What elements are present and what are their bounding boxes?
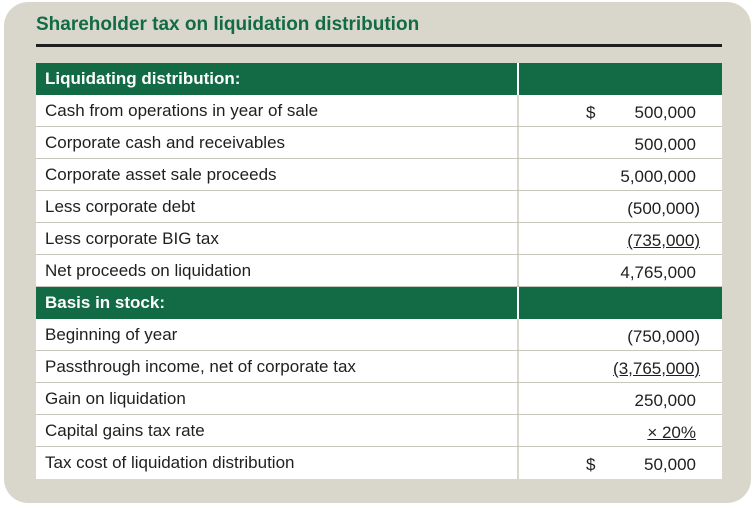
row-label: Passthrough income, net of corporate tax — [45, 357, 356, 376]
tax-table: Liquidating distribution: Cash from oper… — [36, 63, 722, 479]
column-divider — [517, 319, 519, 350]
row-label: Corporate cash and receivables — [45, 133, 286, 152]
row-label: Cash from operations in year of sale — [45, 101, 319, 120]
section-header-label: Liquidating distribution: — [45, 69, 241, 88]
table-row: Less corporate BIG tax (735,000) — [36, 223, 722, 255]
row-value: 5,000,000 — [620, 167, 696, 186]
row-value: (500,000) — [627, 199, 700, 218]
table-row: Corporate asset sale proceeds 5,000,000 — [36, 159, 722, 191]
section-header-basis-in-stock: Basis in stock: — [36, 287, 722, 319]
column-divider — [517, 287, 519, 319]
column-divider — [517, 159, 519, 190]
row-label: Less corporate debt — [45, 197, 196, 216]
currency-symbol: $ — [586, 103, 596, 122]
section-header-liquidating-distribution: Liquidating distribution: — [36, 63, 722, 95]
column-divider — [517, 383, 519, 414]
row-label: Beginning of year — [45, 325, 178, 344]
column-divider — [517, 223, 519, 254]
row-label: Less corporate BIG tax — [45, 229, 219, 248]
row-label: Tax cost of liquidation distribution — [45, 453, 295, 472]
section-header-label: Basis in stock: — [45, 293, 165, 312]
row-value: 500,000 — [634, 135, 696, 154]
row-label: Gain on liquidation — [45, 389, 186, 408]
table-row: Passthrough income, net of corporate tax… — [36, 351, 722, 383]
table-row: Cash from operations in year of sale $ 5… — [36, 95, 722, 127]
title-rule — [36, 44, 722, 47]
row-value: (3,765,000) — [613, 359, 700, 378]
column-divider — [517, 255, 519, 286]
column-divider — [517, 447, 519, 479]
column-divider — [517, 95, 519, 126]
row-label: Corporate asset sale proceeds — [45, 165, 277, 184]
table-row: Beginning of year (750,000) — [36, 319, 722, 351]
row-value: 50,000 — [644, 455, 696, 474]
row-value: 4,765,000 — [620, 263, 696, 282]
table-title: Shareholder tax on liquidation distribut… — [36, 14, 420, 35]
column-divider — [517, 191, 519, 222]
column-divider — [517, 63, 519, 95]
table-row: Net proceeds on liquidation 4,765,000 — [36, 255, 722, 287]
row-value: (735,000) — [627, 231, 700, 250]
row-value: 500,000 — [634, 103, 696, 122]
table-row: Tax cost of liquidation distribution $ 5… — [36, 447, 722, 479]
column-divider — [517, 127, 519, 158]
table-row: Less corporate debt (500,000) — [36, 191, 722, 223]
table-row: Corporate cash and receivables 500,000 — [36, 127, 722, 159]
row-label: Net proceeds on liquidation — [45, 261, 252, 280]
row-value: × 20% — [647, 423, 696, 442]
column-divider — [517, 351, 519, 382]
currency-symbol: $ — [586, 455, 596, 474]
table-row: Capital gains tax rate × 20% — [36, 415, 722, 447]
table-row: Gain on liquidation 250,000 — [36, 383, 722, 415]
row-label: Capital gains tax rate — [45, 421, 205, 440]
row-value: 250,000 — [634, 391, 696, 410]
column-divider — [517, 415, 519, 446]
row-value: (750,000) — [627, 327, 700, 346]
